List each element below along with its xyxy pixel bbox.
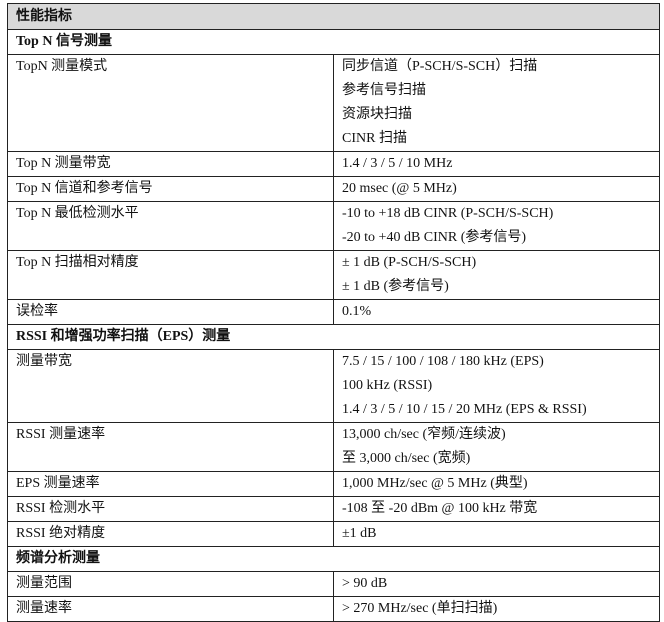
section-header-row: 频谱分析测量: [7, 546, 660, 572]
spec-value: -20 to +40 dB CINR (参考信号): [342, 230, 527, 245]
spec-label: RSSI 绝对精度: [7, 521, 334, 547]
table-row: RSSI 检测水平 -108 至 -20 dBm @ 100 kHz 带宽: [7, 496, 660, 522]
section-header-row: Top N 信号测量: [7, 29, 660, 55]
table-row: RSSI 测量速率 13,000 ch/sec (窄频/连续波) 至 3,000 c…: [7, 422, 660, 472]
spec-label: RSSI 检测水平: [7, 496, 334, 522]
spec-value: 0.1%: [342, 304, 372, 319]
section-header-row: RSSI 和增强功率扫描（EPS）测量: [7, 324, 660, 350]
spec-value: 资源块扫描: [342, 107, 412, 122]
table-title-row: 性能指标: [7, 3, 660, 30]
spec-value: 1.4 / 3 / 5 / 10 MHz: [342, 156, 453, 171]
spec-table: 性能指标 Top N 信号测量 TopN 测量模式 同步信道（P-SCH/S-SCH…: [7, 3, 660, 622]
spec-label: TopN 测量模式: [7, 54, 334, 152]
table-row: Top N 测量带宽 1.4 / 3 / 5 / 10 MHz: [7, 151, 660, 177]
spec-values: 7.5 / 15 / 100 / 108 / 180 kHz (EPS) 100 …: [333, 349, 660, 423]
spec-label: 测量速率: [7, 596, 334, 622]
spec-value: > 270 MHz/sec (单扫扫描): [342, 601, 498, 616]
spec-value: ± 1 dB (参考信号): [342, 279, 449, 294]
spec-value: 至 3,000 ch/sec (宽频): [342, 451, 471, 466]
section-heading: 频谱分析测量: [7, 546, 660, 572]
spec-label: 测量带宽: [7, 349, 334, 423]
spec-label: Top N 扫描相对精度: [7, 250, 334, 300]
table-row: TopN 测量模式 同步信道（P-SCH/S-SCH）扫描 参考信号扫描 资源块扫描 C…: [7, 54, 660, 152]
spec-values: > 270 MHz/sec (单扫扫描): [333, 596, 660, 622]
table-row: RSSI 绝对精度 ±1 dB: [7, 521, 660, 547]
table-row: Top N 扫描相对精度 ± 1 dB (P-SCH/S-SCH) ± 1 dB (…: [7, 250, 660, 300]
spec-label: 误检率: [7, 299, 334, 325]
spec-value: ± 1 dB (P-SCH/S-SCH): [342, 255, 477, 270]
table-row: 测量范围 > 90 dB: [7, 571, 660, 597]
table-row: 测量带宽 7.5 / 15 / 100 / 108 / 180 kHz (EPS)…: [7, 349, 660, 423]
spec-value: 100 kHz (RSSI): [342, 378, 433, 393]
section-heading: RSSI 和增强功率扫描（EPS）测量: [7, 324, 660, 350]
table-row: EPS 测量速率 1,000 MHz/sec @ 5 MHz (典型): [7, 471, 660, 497]
table-row: 误检率 0.1%: [7, 299, 660, 325]
spec-values: 同步信道（P-SCH/S-SCH）扫描 参考信号扫描 资源块扫描 CINR 扫描: [333, 54, 660, 152]
spec-value: 20 msec (@ 5 MHz): [342, 181, 457, 196]
spec-values: -108 至 -20 dBm @ 100 kHz 带宽: [333, 496, 660, 522]
spec-value: 同步信道（P-SCH/S-SCH）扫描: [342, 59, 538, 74]
spec-value: ±1 dB: [342, 526, 377, 541]
spec-value: > 90 dB: [342, 576, 388, 591]
spec-value: 1.4 / 3 / 5 / 10 / 15 / 20 MHz (EPS & RS…: [342, 402, 587, 417]
table-row: Top N 最低检测水平 -10 to +18 dB CINR (P-SCH/S-…: [7, 201, 660, 251]
spec-label: Top N 最低检测水平: [7, 201, 334, 251]
spec-value: CINR 扫描: [342, 131, 407, 146]
spec-values: 0.1%: [333, 299, 660, 325]
spec-values: -10 to +18 dB CINR (P-SCH/S-SCH) -20 to +…: [333, 201, 660, 251]
spec-values: ±1 dB: [333, 521, 660, 547]
spec-values: 13,000 ch/sec (窄频/连续波) 至 3,000 ch/sec (宽频…: [333, 422, 660, 472]
section-heading: Top N 信号测量: [7, 29, 660, 55]
table-row: 测量速率 > 270 MHz/sec (单扫扫描): [7, 596, 660, 622]
spec-value: 7.5 / 15 / 100 / 108 / 180 kHz (EPS): [342, 354, 544, 369]
spec-values: 1,000 MHz/sec @ 5 MHz (典型): [333, 471, 660, 497]
spec-label: Top N 测量带宽: [7, 151, 334, 177]
spec-value: -10 to +18 dB CINR (P-SCH/S-SCH): [342, 206, 554, 221]
spec-values: 1.4 / 3 / 5 / 10 MHz: [333, 151, 660, 177]
table-title: 性能指标: [7, 3, 660, 30]
spec-values: 20 msec (@ 5 MHz): [333, 176, 660, 202]
spec-label: 测量范围: [7, 571, 334, 597]
spec-value: 参考信号扫描: [342, 83, 426, 98]
spec-values: > 90 dB: [333, 571, 660, 597]
spec-values: ± 1 dB (P-SCH/S-SCH) ± 1 dB (参考信号): [333, 250, 660, 300]
spec-value: 13,000 ch/sec (窄频/连续波): [342, 427, 506, 442]
spec-value: -108 至 -20 dBm @ 100 kHz 带宽: [342, 501, 538, 516]
spec-label: EPS 测量速率: [7, 471, 334, 497]
spec-value: 1,000 MHz/sec @ 5 MHz (典型): [342, 476, 528, 491]
spec-label: RSSI 测量速率: [7, 422, 334, 472]
spec-label: Top N 信道和参考信号: [7, 176, 334, 202]
table-row: Top N 信道和参考信号 20 msec (@ 5 MHz): [7, 176, 660, 202]
